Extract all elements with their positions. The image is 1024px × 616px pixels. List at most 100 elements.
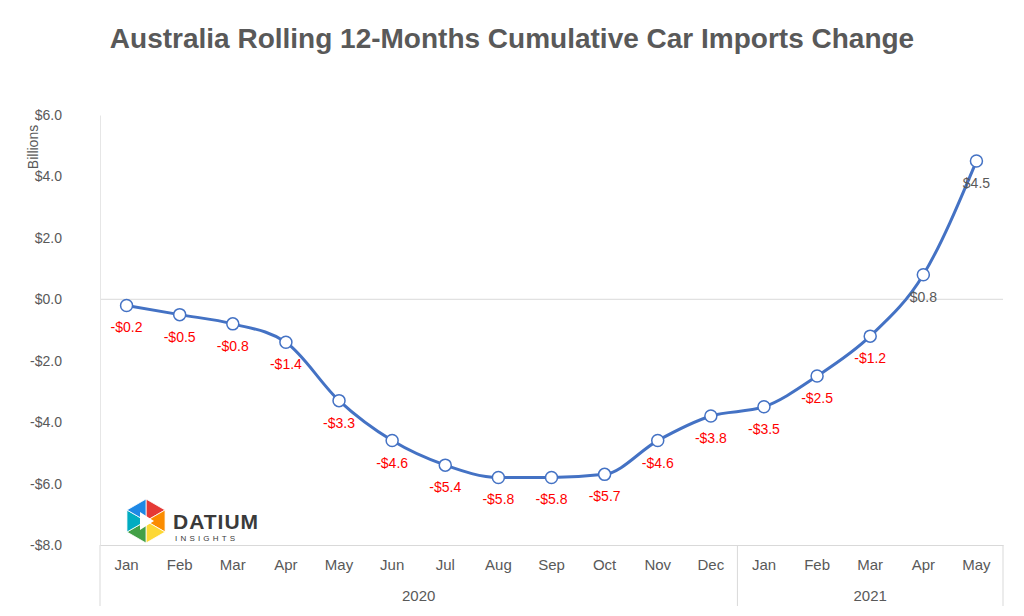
point — [280, 336, 292, 348]
y-tick-label: -$6.0 — [30, 476, 62, 492]
y-axis-title: Billions — [25, 125, 41, 169]
data-label: -$0.8 — [217, 338, 249, 354]
y-tick-label: $2.0 — [35, 230, 62, 246]
title: Australia Rolling 12-Months Cumulative C… — [110, 23, 914, 54]
x-tick: Jan — [752, 545, 776, 573]
y-tick: $6.0 — [35, 107, 100, 123]
point — [492, 471, 504, 483]
x-tick-label: Sep — [538, 556, 565, 573]
data-label: -$5.8 — [536, 491, 568, 507]
x-tick: Dec — [698, 545, 725, 573]
y-tick-label: $0.0 — [35, 291, 62, 307]
point — [652, 435, 664, 447]
y-tick: -$2.0 — [30, 353, 100, 369]
x-tick-label: Dec — [698, 556, 725, 573]
year-label: 2020 — [402, 587, 435, 604]
plot-area — [121, 155, 983, 483]
y-axis: -$8.0 -$6.0 -$4.0 -$2.0 $0.0 $2.0 $4.0 $6.0 — [30, 107, 100, 553]
data-label: -$5.4 — [429, 479, 461, 495]
x-tick-label: Jan — [752, 556, 776, 573]
x-tick: Apr — [912, 545, 935, 573]
y-tick: $2.0 — [35, 230, 100, 246]
x-tick: Jan — [114, 545, 138, 573]
x-tick: Aug — [485, 545, 512, 573]
x-tick-label: Mar — [220, 556, 246, 573]
x-tick: May — [325, 545, 354, 573]
x-tick-label: Jun — [380, 556, 404, 573]
point — [333, 395, 345, 407]
x-tick: Apr — [274, 545, 297, 573]
y-tick: -$4.0 — [30, 414, 100, 430]
x-tick: Oct — [593, 545, 617, 573]
x-tick-label: Feb — [167, 556, 193, 573]
x-tick-label: Jul — [436, 556, 455, 573]
y-tick-label: -$4.0 — [30, 414, 62, 430]
data-label: $0.8 — [910, 289, 937, 305]
x-groups: 2020 2021 — [100, 545, 1003, 606]
y-tick: $0.0 — [35, 291, 100, 307]
data-label: -$0.2 — [111, 319, 143, 335]
point — [121, 299, 133, 311]
y-tick-label: $6.0 — [35, 107, 62, 123]
logo: DATIUMINSIGHTS — [127, 499, 259, 543]
point — [386, 435, 398, 447]
data-label: -$1.2 — [854, 350, 886, 366]
x-tick-label: Apr — [912, 556, 935, 573]
y-tick: -$8.0 — [30, 537, 100, 553]
x-tick-label: May — [325, 556, 354, 573]
data-label: -$0.5 — [164, 329, 196, 345]
y-tick: -$6.0 — [30, 476, 100, 492]
data-label: -$1.4 — [270, 356, 302, 372]
data-label: -$4.6 — [376, 455, 408, 471]
x-tick: Sep — [538, 545, 565, 573]
point — [599, 468, 611, 480]
data-label: -$2.5 — [801, 390, 833, 406]
x-tick-label: May — [962, 556, 991, 573]
x-tick-label: Mar — [857, 556, 883, 573]
x-tick-label: Jan — [114, 556, 138, 573]
y-tick-label: -$2.0 — [30, 353, 62, 369]
x-tick: Feb — [167, 545, 193, 573]
y-tick-label: -$8.0 — [30, 537, 62, 553]
data-label: -$5.7 — [589, 488, 621, 504]
x-tick: Jul — [436, 545, 455, 573]
point — [439, 459, 451, 471]
x-tick: Jun — [380, 545, 404, 573]
point — [758, 401, 770, 413]
chart: Australia Rolling 12-Months Cumulative C… — [0, 0, 1024, 616]
data-label: $4.5 — [963, 175, 990, 191]
point — [546, 471, 558, 483]
x-tick-label: Nov — [644, 556, 671, 573]
point — [227, 318, 239, 330]
group-separator — [1003, 545, 1004, 606]
x-tick-label: Oct — [593, 556, 617, 573]
logo-text: INSIGHTS — [175, 534, 238, 543]
data-label: -$3.5 — [748, 421, 780, 437]
point — [864, 330, 876, 342]
x-tick: Nov — [644, 545, 671, 573]
data-label: -$5.8 — [482, 491, 514, 507]
data-label: -$3.8 — [695, 430, 727, 446]
data-label: -$4.6 — [642, 455, 674, 471]
x-tick: Mar — [220, 545, 246, 573]
x-tick-label: Feb — [804, 556, 830, 573]
point — [705, 410, 717, 422]
logo-shape — [140, 512, 154, 530]
x-tick: May — [962, 545, 991, 573]
x-tick-label: Aug — [485, 556, 512, 573]
y-tick-label: $4.0 — [35, 168, 62, 184]
point — [811, 370, 823, 382]
point — [917, 269, 929, 281]
group-separator — [100, 545, 101, 606]
y-tick: $4.0 — [35, 168, 100, 184]
y-axis-line — [100, 116, 101, 546]
x-axis: Jan Feb Mar Apr May Jun Jul Aug Sep Oct Nov Dec Jan F… — [101, 545, 1004, 573]
logo-text: DATIUM — [173, 510, 259, 533]
title-line: Australia Rolling 12-Months Cumulative C… — [110, 23, 914, 54]
data-labels: -$0.2 -$0.5 -$0.8 -$1.4 -$3.3 -$4.6 -$5.4 -$5.8… — [111, 175, 991, 507]
year-label: 2021 — [854, 587, 887, 604]
x-tick-label: Apr — [274, 556, 297, 573]
data-label: -$3.3 — [323, 415, 355, 431]
x-tick: Mar — [857, 545, 883, 573]
x-tick: Feb — [804, 545, 830, 573]
